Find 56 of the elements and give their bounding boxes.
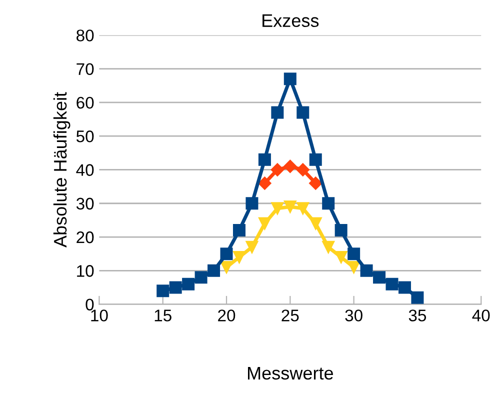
x-tick-label: 40 — [472, 310, 490, 322]
point — [246, 240, 258, 254]
point — [309, 217, 322, 230]
point — [284, 160, 297, 173]
point — [373, 271, 386, 284]
point — [220, 248, 233, 260]
y-tick-label: 40 — [76, 164, 94, 176]
x-tick-label: 25 — [282, 310, 299, 322]
y-tick-label: 30 — [76, 198, 94, 210]
x-axis-title: Messwerte — [248, 367, 334, 380]
point — [232, 224, 246, 237]
point — [309, 176, 322, 190]
point — [296, 163, 310, 176]
point — [360, 264, 373, 277]
y-tick-label: 80 — [76, 30, 94, 42]
point — [270, 163, 284, 176]
point — [322, 240, 335, 254]
x-tick-label: 10 — [91, 310, 108, 322]
x-tick-label: 35 — [408, 310, 426, 322]
point — [334, 250, 348, 264]
point — [284, 72, 296, 86]
point — [322, 197, 335, 210]
point — [271, 106, 284, 119]
point — [156, 284, 170, 298]
point — [348, 248, 360, 260]
y-tick-label: 0 — [86, 298, 94, 310]
point — [232, 250, 246, 264]
y-tick-label: 20 — [76, 231, 94, 244]
point — [258, 176, 272, 190]
y-tick-label: 10 — [77, 265, 94, 277]
point — [296, 202, 310, 215]
point — [208, 264, 220, 277]
point — [258, 153, 271, 166]
point — [386, 278, 398, 290]
point — [258, 217, 271, 230]
y-tick-label: 60 — [76, 96, 94, 109]
y-tick-label: 50 — [76, 130, 94, 142]
point — [169, 281, 182, 294]
x-tick-label: 30 — [345, 310, 362, 322]
point — [411, 291, 424, 304]
chart-title: Exzess — [262, 14, 319, 28]
y-axis-title: Absolute Häufigkeit — [53, 92, 70, 248]
point — [271, 202, 284, 215]
point — [220, 261, 233, 274]
point — [334, 224, 348, 237]
point — [182, 278, 195, 290]
point — [309, 153, 322, 166]
point — [194, 271, 208, 284]
point — [246, 197, 258, 210]
y-tick-label: 70 — [76, 63, 94, 76]
point — [348, 261, 360, 274]
point — [296, 106, 310, 119]
point — [284, 200, 296, 213]
point — [398, 281, 411, 294]
x-tick-label: 15 — [154, 310, 172, 322]
x-tick-label: 20 — [218, 310, 236, 322]
